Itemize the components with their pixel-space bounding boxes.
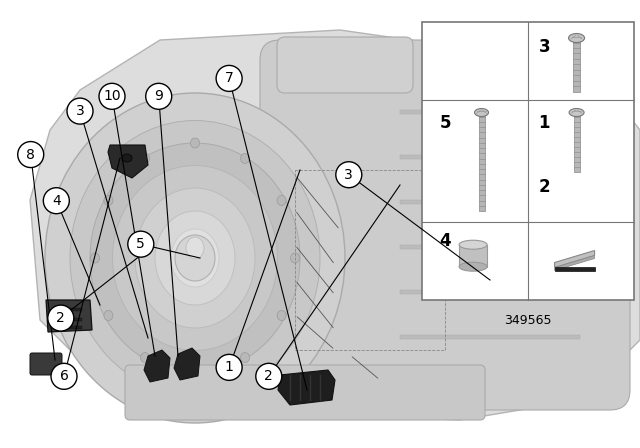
Ellipse shape <box>549 199 561 211</box>
Bar <box>479 113 484 211</box>
Ellipse shape <box>191 368 200 378</box>
Text: 349565: 349565 <box>504 314 552 327</box>
Ellipse shape <box>90 143 300 373</box>
Ellipse shape <box>104 310 113 320</box>
Text: 3: 3 <box>539 38 550 56</box>
Text: 3: 3 <box>344 168 353 182</box>
Ellipse shape <box>552 41 577 63</box>
Text: 5: 5 <box>439 114 451 132</box>
Ellipse shape <box>171 229 219 287</box>
Ellipse shape <box>45 93 345 423</box>
Ellipse shape <box>104 195 113 206</box>
Circle shape <box>18 142 44 168</box>
Bar <box>54 326 82 329</box>
Bar <box>459 245 487 267</box>
FancyBboxPatch shape <box>30 353 62 375</box>
Ellipse shape <box>499 274 511 286</box>
Ellipse shape <box>241 153 250 164</box>
Text: 4: 4 <box>439 232 451 250</box>
Circle shape <box>51 363 77 389</box>
Bar <box>400 335 580 339</box>
Bar <box>400 245 580 249</box>
Polygon shape <box>108 145 148 178</box>
Bar <box>573 113 580 172</box>
Ellipse shape <box>277 310 286 320</box>
Text: 2: 2 <box>264 369 273 383</box>
Bar <box>54 318 82 321</box>
Polygon shape <box>30 30 640 420</box>
Text: 2: 2 <box>539 178 550 196</box>
Polygon shape <box>174 348 200 380</box>
Ellipse shape <box>175 235 215 281</box>
Ellipse shape <box>504 189 516 201</box>
FancyBboxPatch shape <box>277 37 413 93</box>
Ellipse shape <box>241 353 250 362</box>
Ellipse shape <box>141 353 150 362</box>
Bar <box>54 308 82 311</box>
Bar <box>400 155 580 159</box>
Bar <box>422 22 634 300</box>
Text: 5: 5 <box>136 237 145 251</box>
Ellipse shape <box>141 153 150 164</box>
Ellipse shape <box>474 108 488 116</box>
Text: 8: 8 <box>26 147 35 162</box>
Bar <box>400 200 580 204</box>
Ellipse shape <box>277 195 286 206</box>
Ellipse shape <box>434 114 446 126</box>
Circle shape <box>128 231 154 257</box>
Circle shape <box>44 188 69 214</box>
Polygon shape <box>278 370 335 405</box>
Text: 1: 1 <box>539 114 550 132</box>
FancyBboxPatch shape <box>260 40 630 410</box>
Circle shape <box>216 354 242 380</box>
Ellipse shape <box>70 121 320 396</box>
Ellipse shape <box>291 253 300 263</box>
Text: 9: 9 <box>154 89 163 103</box>
Text: 6: 6 <box>60 369 68 383</box>
Text: 10: 10 <box>103 89 121 103</box>
Ellipse shape <box>459 240 487 249</box>
Polygon shape <box>144 350 170 382</box>
Ellipse shape <box>534 119 546 131</box>
Polygon shape <box>555 250 595 267</box>
Ellipse shape <box>494 109 506 121</box>
Circle shape <box>48 305 74 331</box>
Ellipse shape <box>186 237 204 259</box>
Ellipse shape <box>442 41 467 63</box>
Ellipse shape <box>544 284 556 296</box>
Bar <box>400 110 580 114</box>
Ellipse shape <box>135 188 255 328</box>
Bar <box>555 267 595 271</box>
FancyBboxPatch shape <box>125 365 485 420</box>
Circle shape <box>256 363 282 389</box>
Bar <box>573 39 580 92</box>
Ellipse shape <box>439 279 451 291</box>
Text: 2: 2 <box>56 311 65 325</box>
Ellipse shape <box>90 253 99 263</box>
Circle shape <box>216 65 242 91</box>
Text: 7: 7 <box>225 71 234 86</box>
Circle shape <box>336 162 362 188</box>
Polygon shape <box>555 255 595 271</box>
Ellipse shape <box>191 138 200 148</box>
Circle shape <box>99 83 125 109</box>
Text: 1: 1 <box>225 360 234 375</box>
Ellipse shape <box>122 154 132 162</box>
Ellipse shape <box>569 108 584 116</box>
Ellipse shape <box>444 194 456 206</box>
FancyBboxPatch shape <box>452 32 568 98</box>
Bar <box>295 170 445 350</box>
Ellipse shape <box>568 34 584 43</box>
Bar <box>400 290 580 294</box>
Text: 3: 3 <box>76 104 84 118</box>
Polygon shape <box>46 300 92 332</box>
Ellipse shape <box>155 211 235 305</box>
Circle shape <box>67 98 93 124</box>
Ellipse shape <box>113 165 278 350</box>
Text: 4: 4 <box>52 194 61 208</box>
Circle shape <box>146 83 172 109</box>
Ellipse shape <box>459 262 487 271</box>
